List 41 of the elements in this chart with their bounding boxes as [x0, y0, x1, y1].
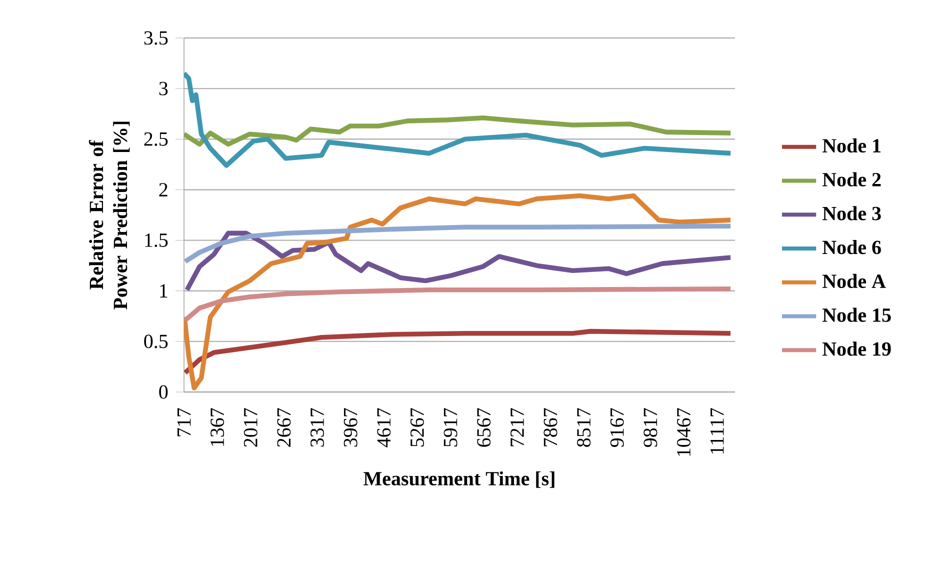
y-tick-label: 1	[160, 284, 168, 298]
x-tick-label: 11117	[710, 408, 724, 454]
x-tick-label: 717	[177, 408, 191, 436]
y-tick-label: 2	[159, 183, 168, 196]
x-tick-label: 2667	[277, 408, 291, 447]
legend-label: Node A	[822, 274, 886, 288]
x-tick-label: 4617	[377, 408, 391, 448]
legend-label: Node 1	[822, 138, 881, 153]
x-tick-label: 6567	[477, 408, 491, 447]
x-tick-label: 9167	[610, 408, 624, 447]
line-series	[184, 328, 733, 376]
x-tick-label: 7217	[510, 408, 524, 446]
x-tick-label: 1367	[210, 408, 224, 446]
legend-label: Node 3	[822, 206, 881, 220]
x-tick-label: 5917	[444, 408, 458, 446]
y-tick-label: 0.5	[144, 334, 168, 348]
line-series	[184, 224, 733, 264]
y-tick-label: 0	[159, 385, 168, 399]
x-tick-label: 9817	[644, 408, 658, 447]
x-tick-label: 8517	[577, 408, 591, 447]
line-series	[184, 193, 733, 390]
x-tick-label: 3967	[344, 408, 358, 447]
y-tick-label: 3.5	[144, 31, 168, 45]
x-tick-label: 7867	[544, 408, 558, 446]
legend-label: Node 2	[822, 172, 881, 186]
x-tick-label: 3317	[310, 408, 324, 447]
legend-label: Node 6	[822, 240, 881, 254]
line-series	[184, 230, 733, 292]
line-series	[184, 71, 733, 168]
x-tick-label: 10467	[677, 408, 690, 456]
line-series	[184, 116, 733, 147]
legend-label: Node 19	[822, 342, 891, 356]
y-tick-label: 1.5	[145, 234, 168, 248]
y-tick-label: 3	[159, 82, 168, 96]
line-series	[184, 286, 733, 323]
x-axis-title: Measurement Time [s]	[364, 471, 554, 488]
y-tick-label: 2.5	[144, 132, 168, 146]
x-tick-label: 5267	[410, 408, 424, 446]
legend-label: Node 15	[822, 308, 891, 322]
y-axis-title: Relative Error of Power Prediction [%]	[88, 122, 130, 310]
x-tick-label: 2017	[244, 408, 258, 447]
